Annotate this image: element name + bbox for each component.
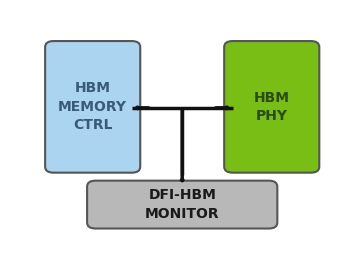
Text: HBM
PHY: HBM PHY xyxy=(254,91,290,123)
FancyBboxPatch shape xyxy=(87,181,277,228)
FancyBboxPatch shape xyxy=(224,41,319,173)
Text: DFI-HBM
MONITOR: DFI-HBM MONITOR xyxy=(145,188,219,221)
FancyBboxPatch shape xyxy=(45,41,140,173)
Text: HBM
MEMORY
CTRL: HBM MEMORY CTRL xyxy=(58,82,127,132)
